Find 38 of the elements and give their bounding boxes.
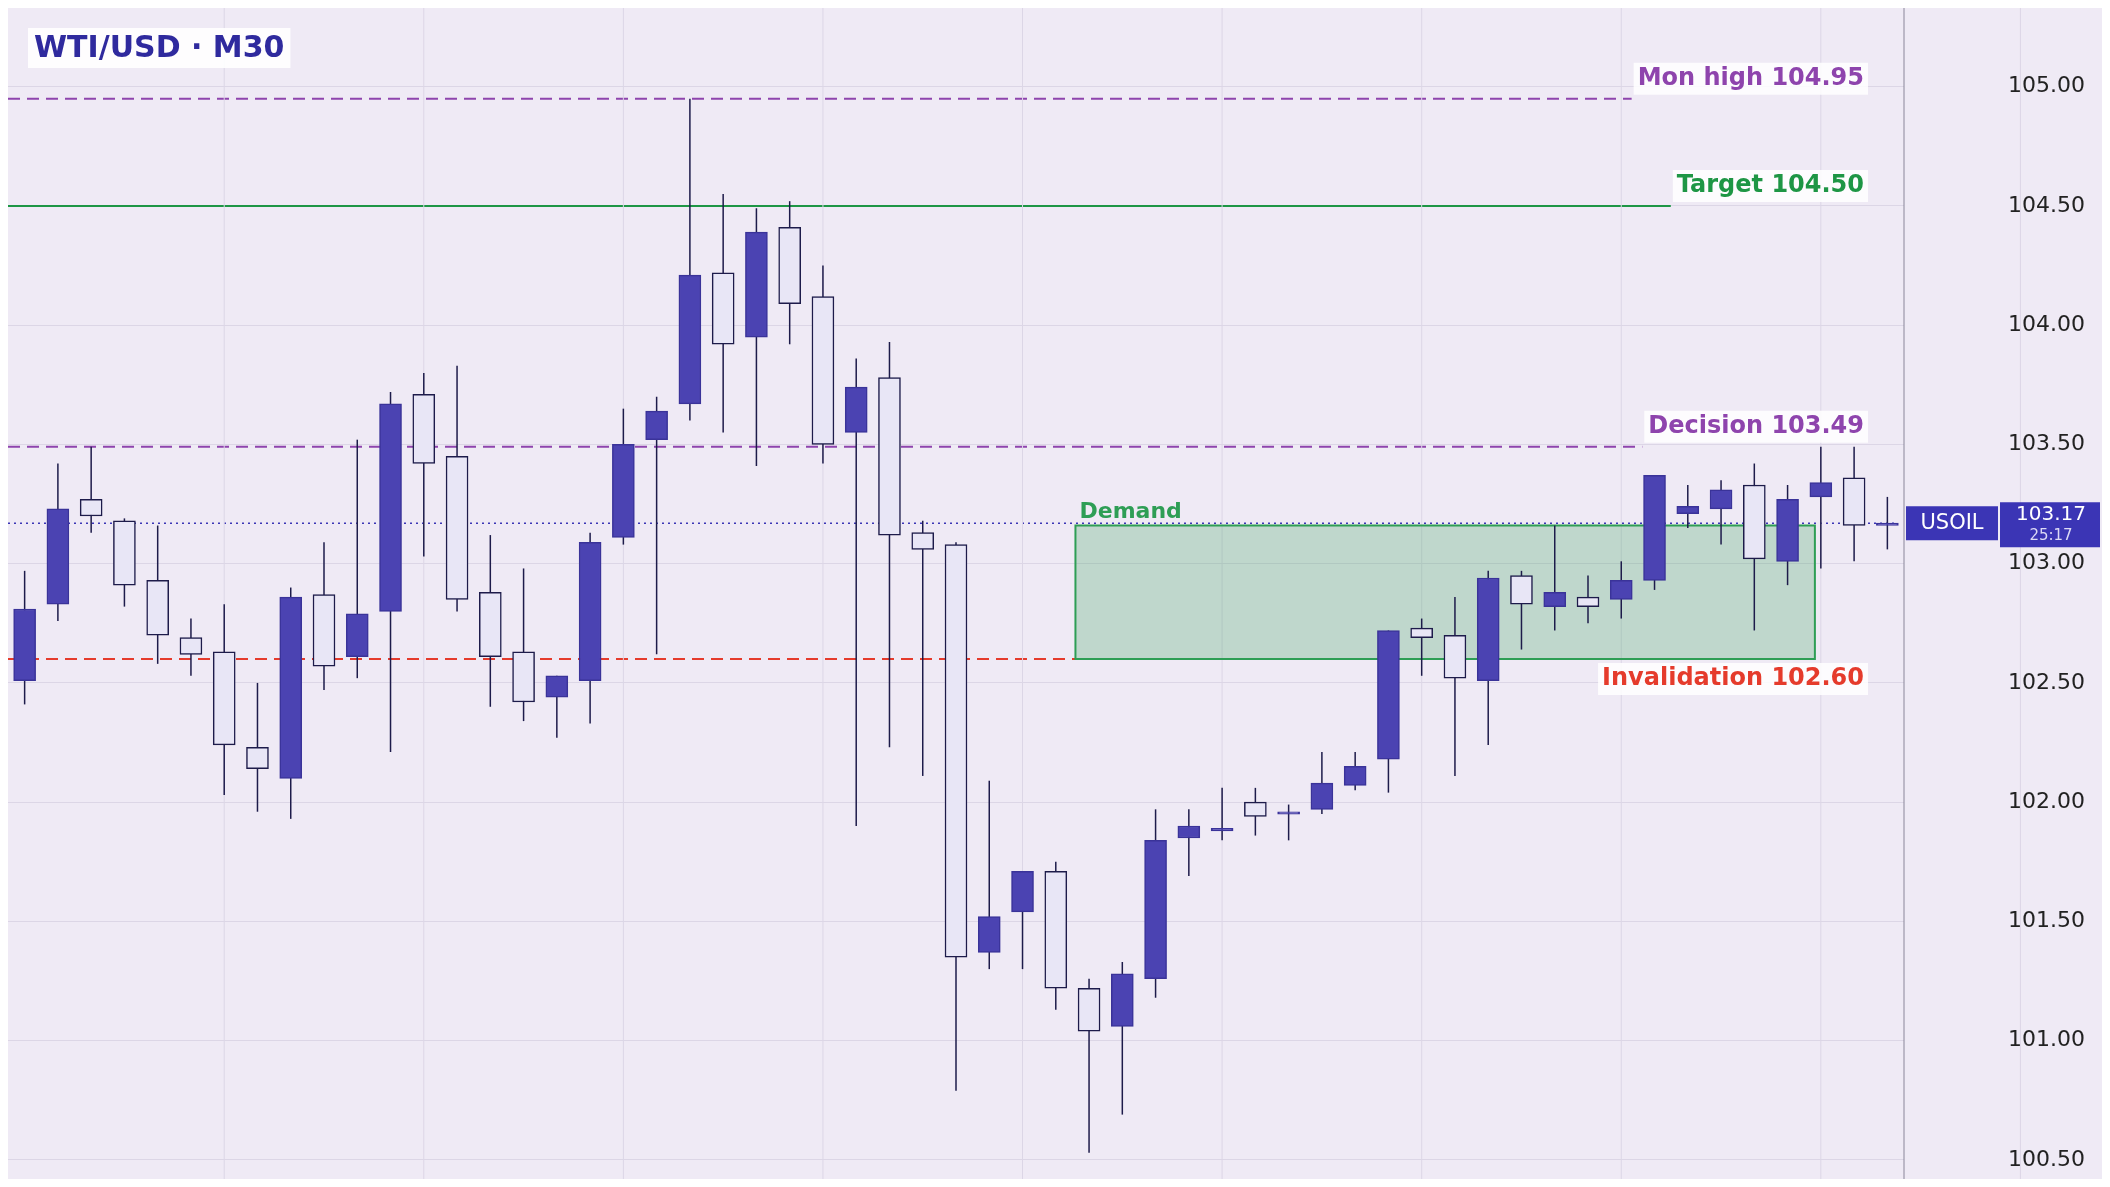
ref-line-label: Invalidation 102.60 xyxy=(1602,663,1865,692)
candlestick xyxy=(911,520,935,777)
candlestick xyxy=(1177,808,1201,877)
candlestick xyxy=(79,446,103,534)
y-tick-label: 103.00 xyxy=(2008,549,2085,575)
ref-line-label: Mon high 104.95 xyxy=(1637,62,1864,91)
candlestick xyxy=(1576,574,1600,625)
y-tick-label: 100.50 xyxy=(2008,1145,2085,1171)
y-tick-label: 105.00 xyxy=(2008,72,2085,98)
candlestick xyxy=(179,617,203,677)
candlestick xyxy=(1310,751,1334,815)
y-tick-label: 102.00 xyxy=(2008,787,2085,813)
text: WTI/USD · M30 xyxy=(34,28,285,64)
candlestick xyxy=(1244,787,1267,837)
candlestick xyxy=(545,675,569,739)
text: 25:17 xyxy=(2029,526,2073,545)
candlestick xyxy=(1343,751,1367,792)
candlestick xyxy=(645,395,668,656)
band-label: Demand xyxy=(1079,498,1182,524)
ref-line-label: Target 104.50 xyxy=(1676,170,1865,199)
candlestick xyxy=(844,357,868,827)
y-tick-label: 104.50 xyxy=(2008,191,2085,217)
candlestick xyxy=(1609,560,1633,620)
y-tick-label: 104.00 xyxy=(2008,310,2085,336)
y-tick-label: 101.50 xyxy=(2008,907,2085,933)
candlestick xyxy=(1210,787,1234,842)
candlestick xyxy=(1709,479,1733,546)
candlestick xyxy=(1410,617,1434,677)
y-tick-label: 101.00 xyxy=(2008,1026,2085,1052)
candlestick xyxy=(1543,524,1567,632)
ref-line-label: Decision 103.49 xyxy=(1648,411,1865,440)
text: 103.17 xyxy=(2016,501,2086,526)
ref-line-label: USOIL xyxy=(1920,509,1984,534)
candlestick xyxy=(1809,446,1833,570)
candlestick xyxy=(1876,496,1899,551)
y-tick-label: 102.50 xyxy=(2008,668,2085,694)
y-tick-label: 103.50 xyxy=(2008,430,2085,456)
candlestick xyxy=(246,682,269,813)
